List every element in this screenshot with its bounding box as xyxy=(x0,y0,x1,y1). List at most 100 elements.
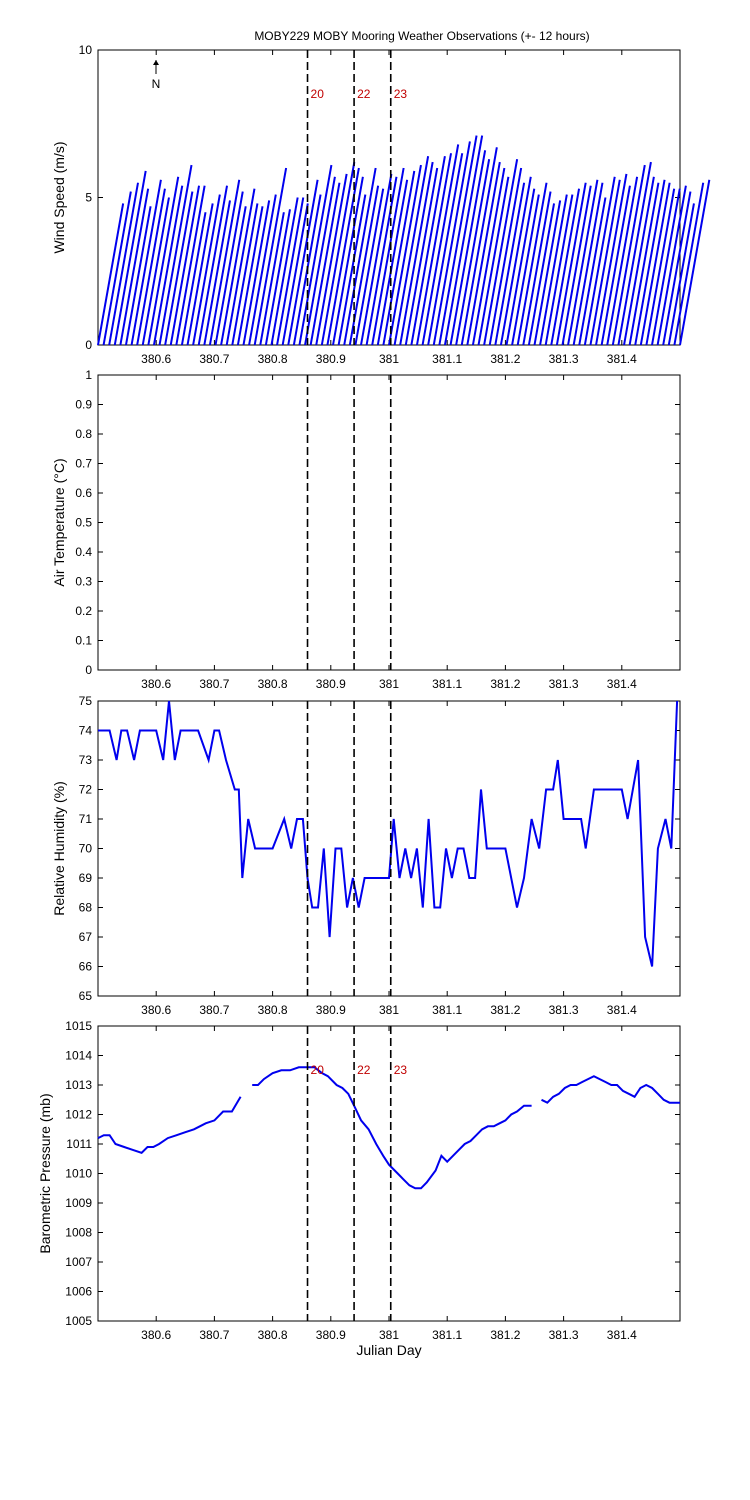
wind-vector xyxy=(427,153,464,346)
wind-vector xyxy=(494,182,526,346)
wind-vector xyxy=(281,203,309,346)
x-tick-label: 380.6 xyxy=(141,677,171,691)
wind-vector xyxy=(141,197,170,346)
y-tick-label: 1011 xyxy=(66,1137,92,1151)
wind-vector xyxy=(550,188,581,346)
x-tick-label: 381 xyxy=(379,1003,399,1017)
x-tick-label: 381.1 xyxy=(432,1003,462,1017)
y-tick-label: 0.5 xyxy=(75,516,92,530)
wind-vector xyxy=(164,191,194,346)
y-tick-label: 66 xyxy=(79,960,93,974)
wind-vector xyxy=(276,197,305,346)
wind-vector xyxy=(343,167,377,346)
x-tick-label: 381.1 xyxy=(432,1328,462,1342)
wind-vector xyxy=(208,179,241,346)
x-tick-label: 381.3 xyxy=(549,352,579,366)
x-tick-label: 381.4 xyxy=(607,1003,637,1017)
y-tick-label: 68 xyxy=(79,901,93,915)
y-tick-label: 75 xyxy=(79,694,93,708)
x-tick-label: 380.9 xyxy=(316,352,346,366)
wind-vector xyxy=(522,191,552,346)
wind-vector xyxy=(136,188,166,346)
y-tick-label: 1008 xyxy=(65,1226,92,1240)
x-tick-label: 381.2 xyxy=(490,1003,520,1017)
wind-vector xyxy=(466,161,501,346)
wind-vector xyxy=(443,135,484,346)
wind-vector xyxy=(539,194,568,346)
x-tick-label: 380.8 xyxy=(258,1328,288,1342)
series-line xyxy=(252,1066,532,1190)
wind-vector xyxy=(415,153,453,346)
y-tick-label: 1007 xyxy=(65,1255,92,1269)
wind-vector xyxy=(483,158,519,346)
wind-vector xyxy=(438,135,478,346)
y-axis-label: Wind Speed (m/s) xyxy=(51,141,67,253)
x-tick-label: 381.4 xyxy=(607,352,637,366)
wind-vector xyxy=(505,188,536,346)
wind-vector xyxy=(488,167,523,346)
wind-vector xyxy=(214,191,244,346)
x-tick-label: 380.8 xyxy=(258,677,288,691)
x-tick-label: 380.6 xyxy=(141,352,171,366)
wind-vector xyxy=(667,203,695,346)
wind-vector xyxy=(108,182,139,346)
x-tick-label: 381.3 xyxy=(549,677,579,691)
wind-vector xyxy=(656,185,687,346)
x-tick-label: 380.7 xyxy=(199,1003,229,1017)
event-marker-label: 20 xyxy=(311,1063,325,1077)
wind-vector xyxy=(679,179,711,346)
wind-vector xyxy=(449,150,487,346)
wind-vector xyxy=(583,176,616,346)
wind-vector xyxy=(595,173,628,346)
x-tick-label: 381.4 xyxy=(607,677,637,691)
north-arrow-label: N xyxy=(152,77,161,91)
wind-vector xyxy=(600,185,631,346)
y-tick-label: 1013 xyxy=(65,1078,92,1092)
y-axis-label: Air Temperature (°C) xyxy=(51,458,67,586)
y-tick-label: 69 xyxy=(79,871,93,885)
wind-vector xyxy=(287,179,319,346)
wind-vector xyxy=(332,176,364,346)
y-tick-label: 0.1 xyxy=(75,634,92,648)
y-tick-label: 0.8 xyxy=(75,427,92,441)
wind-vector xyxy=(645,188,676,346)
y-tick-label: 1005 xyxy=(65,1314,92,1328)
wind-vector xyxy=(360,173,393,346)
wind-vector xyxy=(410,156,446,346)
x-tick-label: 381.2 xyxy=(490,677,520,691)
wind-vector xyxy=(533,200,562,346)
x-tick-label: 380.8 xyxy=(258,1003,288,1017)
wind-vector xyxy=(158,164,193,346)
wind-vector xyxy=(113,170,147,346)
y-tick-label: 74 xyxy=(79,724,93,738)
y-tick-label: 5 xyxy=(85,191,92,205)
series-line xyxy=(97,1096,242,1154)
wind-vector xyxy=(499,176,532,346)
y-tick-label: 0.6 xyxy=(75,486,92,500)
wind-vector xyxy=(259,212,285,346)
wind-vector xyxy=(421,144,460,346)
y-tick-label: 1 xyxy=(85,368,92,382)
wind-vector xyxy=(544,194,574,346)
series-line xyxy=(98,700,679,967)
wind-vector xyxy=(248,194,277,346)
event-marker-label: 23 xyxy=(394,1063,408,1077)
wind-vector xyxy=(628,182,660,346)
wind-vector xyxy=(147,176,180,346)
y-tick-label: 10 xyxy=(79,43,93,57)
wind-vector xyxy=(197,185,229,346)
wind-vector xyxy=(130,179,162,346)
wind-vector xyxy=(220,206,247,346)
x-tick-label: 381.3 xyxy=(549,1003,579,1017)
event-marker-label: 22 xyxy=(357,87,371,101)
y-tick-label: 0 xyxy=(85,338,92,352)
y-tick-label: 0 xyxy=(85,663,92,677)
wind-vector xyxy=(404,167,439,346)
y-tick-label: 71 xyxy=(79,812,93,826)
x-tick-label: 381 xyxy=(379,352,399,366)
plot-frame xyxy=(97,700,681,997)
wind-vector xyxy=(555,182,587,346)
plot-frame xyxy=(97,1025,681,1322)
relative-humidity-panel: 380.6 380.7 380.8 380.9 381 381.1 381.2 381.3 38… xyxy=(51,694,681,1017)
wind-vector xyxy=(589,179,621,346)
